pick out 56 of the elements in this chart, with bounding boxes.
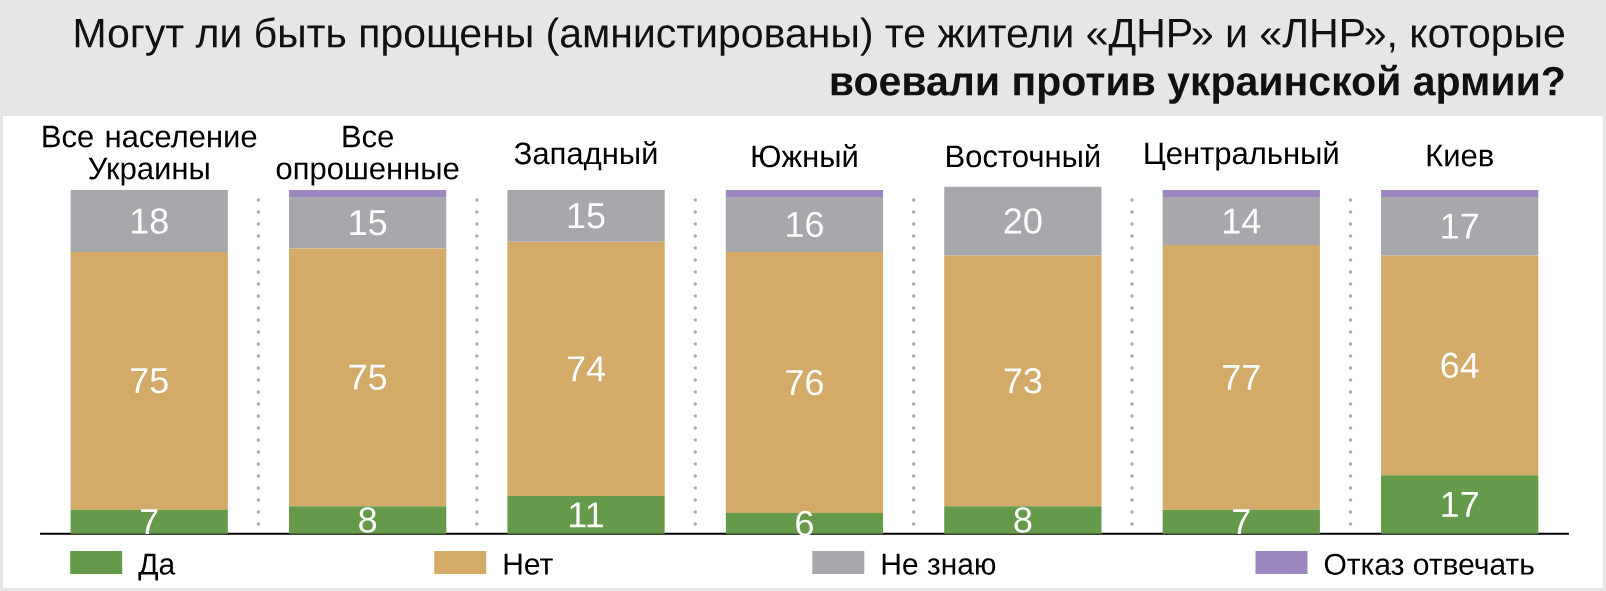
data-label: 15 [568,203,605,229]
bar [944,186,1102,256]
data-label: 15 [350,210,387,236]
bar [289,248,447,507]
x-tick-label: Киев [1427,144,1493,167]
bar [289,506,447,534]
data-label: 75 [131,368,168,394]
bar [944,255,1102,507]
data-label: 74 [567,356,605,382]
x-tick-label: Восточный [947,144,1100,168]
bar [507,190,665,242]
bar [1381,197,1539,256]
bar [725,197,884,252]
bar [507,495,665,534]
bar [289,197,447,249]
bar [1162,190,1320,197]
legend-label: Нет [504,553,553,575]
bar [70,509,228,534]
data-label: 75 [349,364,387,390]
bar [507,241,665,496]
data-label: 8 [1014,507,1032,533]
data-label: 17 [1442,492,1478,517]
data-label: 11 [570,502,603,528]
bar [944,506,1102,534]
legend-label: Отказ отвечать [1324,553,1534,575]
data-label: 7 [141,509,158,535]
x-tick-label: Все население Украины [43,125,257,186]
data-label: 76 [786,369,823,396]
data-label: 16 [787,211,823,238]
bar [1381,475,1539,534]
bar [1381,255,1539,476]
bar [70,251,228,510]
x-tick-label: Западный [514,141,657,171]
chart-title: Могут ли быть прощены (амнистированы) те жители «ДНР» и «ЛНР», которые воевали против украинской армии? [75,17,1565,104]
data-label: 73 [1004,368,1042,394]
x-tick-label: Южный [752,144,857,168]
legend-label: Да [138,553,176,581]
data-label: 18 [131,208,168,234]
data-label: 20 [1004,208,1042,234]
x-tick-label: Центральный [1145,140,1338,171]
legend-label: Не знаю [882,553,996,575]
bar [1162,245,1320,510]
bar [1162,509,1320,534]
bar [1162,197,1320,246]
data-label: 77 [1223,364,1260,390]
bar [70,190,228,252]
data-label: 14 [1224,208,1261,234]
data-label: 7 [1233,509,1250,535]
data-label: 64 [1441,352,1479,379]
data-label: 17 [1442,213,1478,239]
data-label: 6 [796,510,813,537]
x-tick-label: Все опрошенные [276,125,459,186]
bar [1381,190,1539,197]
data-label: 8 [359,507,377,533]
bar [289,190,447,197]
bar [725,190,884,197]
